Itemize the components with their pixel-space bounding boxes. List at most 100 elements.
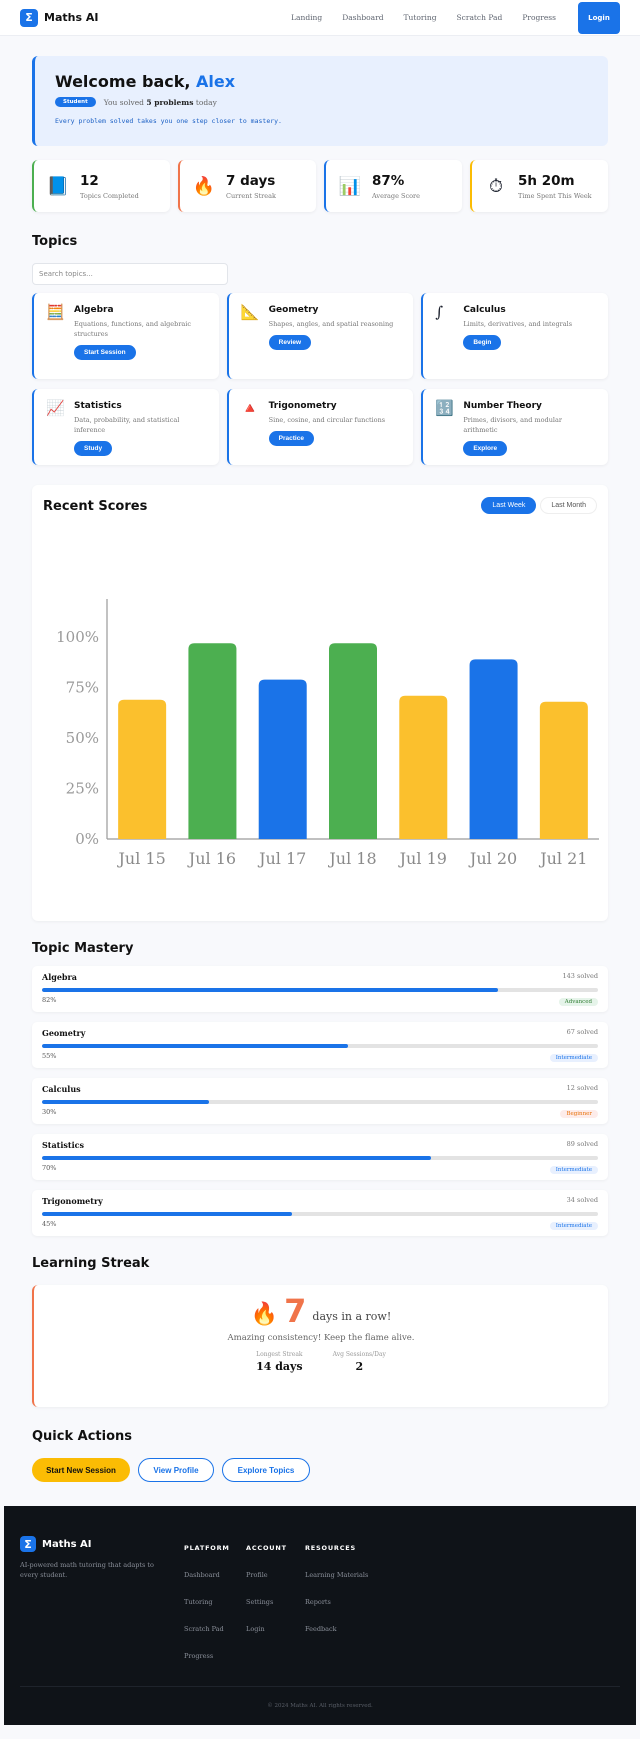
footer-description: AI-powered math tutoring that adapts to … <box>20 1561 154 1580</box>
footer-link-tutoring[interactable]: Tutoring <box>184 1598 213 1606</box>
topic-description: Data, probability, and statistical infer… <box>74 416 180 435</box>
topic-action-button[interactable]: Practice <box>268 431 314 447</box>
flame-icon: 🔥 <box>250 1302 279 1327</box>
explore-topics-button[interactable]: Explore Topics <box>222 1458 310 1482</box>
mastery-percent: 82% <box>42 996 57 1004</box>
y-tick-label: 100% <box>56 628 99 646</box>
solved-count: 5 problems <box>146 97 194 107</box>
nav-link-scratch-pad[interactable]: Scratch Pad <box>456 13 503 22</box>
main-nav: Landing Dashboard Tutoring Scratch Pad P… <box>271 1 620 34</box>
topic-description: Sine, cosine, and circular functions <box>268 416 386 424</box>
topic-action-button[interactable]: Begin <box>463 335 502 351</box>
nav-link-progress[interactable]: Progress <box>522 13 556 22</box>
x-tick-label: Jul 15 <box>117 849 166 868</box>
topic-action-button[interactable]: Start Session <box>74 345 136 361</box>
user-name: Alex <box>196 72 236 91</box>
mastery-topic-name: Statistics <box>42 1140 85 1150</box>
x-tick-label: Jul 17 <box>257 849 306 868</box>
topic-grid: 🧮 Algebra Equations, functions, and algebr… <box>32 293 608 465</box>
mastery-row: Calculus 12 solved 30% Beginner <box>32 1078 608 1124</box>
mastery-list: Algebra 143 solved 82% Advanced Geometry 67 s… <box>32 966 608 1236</box>
avg-sessions-value: 2 <box>355 1360 364 1373</box>
mastery-row: Geometry 67 solved 55% Intermediate <box>32 1022 608 1068</box>
topic-name: Geometry <box>268 305 319 315</box>
sigma-logo-icon: Σ <box>20 8 38 27</box>
longest-streak-label: Longest Streak <box>256 1351 303 1358</box>
nav-link-dashboard[interactable]: Dashboard <box>342 13 384 22</box>
mastery-level-badge: Advanced <box>558 998 598 1006</box>
stat-value: 5h 20m <box>518 172 575 189</box>
solved-prefix: You solved <box>103 97 144 107</box>
mastery-progress-bar <box>42 1044 598 1048</box>
triangle-ruler-icon: 📐 <box>240 303 260 321</box>
trend-chart-icon: 📈 <box>46 399 65 417</box>
topic-action-button[interactable]: Explore <box>463 441 508 457</box>
stat-card: ⏱ 5h 20m Time Spent This Week <box>470 160 608 212</box>
footer-link-reports[interactable]: Reports <box>305 1598 331 1606</box>
topic-name: Trigonometry <box>268 401 337 411</box>
red-triangle-icon: 🔺 <box>240 399 260 417</box>
x-tick-label: Jul 21 <box>538 849 587 868</box>
number-tiles-icon: 🔢 <box>435 399 455 417</box>
stat-label: Time Spent This Week <box>518 191 592 200</box>
score-bar <box>469 659 518 839</box>
mastery-progress-fill <box>42 1212 293 1216</box>
book-icon: 📘 <box>46 175 70 197</box>
footer-col-platform: PLATFORM Dashboard Tutoring Scratch Pad … <box>184 1544 230 1660</box>
streak-message: Amazing consistency! Keep the flame aliv… <box>227 1333 415 1343</box>
footer-col-title: RESOURCES <box>305 1544 357 1552</box>
integral-icon: ∫ <box>435 303 444 321</box>
topics-heading: Topics <box>32 234 78 249</box>
streak-card: 🔥 7 days in a row! Amazing consistency! … <box>32 1285 608 1407</box>
mastery-progress-fill <box>42 1156 432 1160</box>
score-bar <box>118 699 167 839</box>
mastery-solved-count: 34 solved <box>566 1196 598 1204</box>
footer-link-login[interactable]: Login <box>246 1625 265 1633</box>
footer-link-progress[interactable]: Progress <box>184 1652 214 1660</box>
footer-link-profile[interactable]: Profile <box>246 1571 268 1579</box>
topic-action-button[interactable]: Review <box>268 335 312 351</box>
scores-bar-chart: 0% 25% 50% 75% 100% Jul 15 Jul 16 Jul 17 Jul 18 J… <box>56 599 599 868</box>
topic-name: Calculus <box>463 305 506 315</box>
footer-col-account: ACCOUNT Profile Settings Login <box>246 1544 287 1633</box>
recent-scores-heading: Recent Scores <box>43 499 148 514</box>
role-badge: Student <box>55 97 96 107</box>
topic-card-number-theory: 🔢 Number Theory Primes, divisors, and modu… <box>421 389 608 465</box>
footer-link-dashboard[interactable]: Dashboard <box>184 1571 220 1579</box>
x-tick-label: Jul 19 <box>398 849 447 868</box>
mastery-progress-bar <box>42 988 598 992</box>
mastery-topic-name: Trigonometry <box>42 1196 103 1206</box>
topic-card-geometry: 📐 Geometry Shapes, angles, and spatial rea… <box>226 293 414 379</box>
mastery-row: Statistics 89 solved 70% Intermediate <box>32 1134 608 1180</box>
view-profile-button[interactable]: View Profile <box>138 1458 214 1482</box>
start-new-session-button[interactable]: Start New Session <box>32 1458 130 1482</box>
topic-action-button[interactable]: Study <box>74 441 113 457</box>
mastery-percent: 30% <box>42 1108 57 1116</box>
tab-last-month[interactable]: Last Month <box>540 497 597 514</box>
bar-chart-icon: 📊 <box>338 175 362 197</box>
mastery-progress-fill <box>42 1100 209 1104</box>
score-bar <box>539 701 588 839</box>
nav-link-tutoring[interactable]: Tutoring <box>403 13 437 22</box>
stat-label: Topics Completed <box>80 191 139 200</box>
streak-number: 7 <box>284 1292 307 1330</box>
greeting-text: Welcome back, <box>55 72 191 91</box>
mastery-solved-count: 89 solved <box>566 1140 598 1148</box>
mastery-progress-bar <box>42 1100 598 1104</box>
tab-last-week[interactable]: Last Week <box>481 497 537 514</box>
solved-suffix: today <box>195 97 217 107</box>
nav-link-landing[interactable]: Landing <box>291 13 323 22</box>
stat-label: Average Score <box>372 191 420 200</box>
login-button[interactable]: Login <box>578 1 620 34</box>
mastery-row: Algebra 143 solved 82% Advanced <box>32 966 608 1012</box>
footer-link-scratch-pad[interactable]: Scratch Pad <box>184 1625 224 1633</box>
topic-search-input[interactable] <box>32 263 228 285</box>
mastery-level-badge: Intermediate <box>549 1166 598 1174</box>
brand[interactable]: Σ Maths AI <box>20 8 98 27</box>
footer-link-feedback[interactable]: Feedback <box>305 1625 337 1633</box>
x-tick-label: Jul 16 <box>187 849 236 868</box>
footer-link-settings[interactable]: Settings <box>246 1598 274 1606</box>
footer-link-learning-materials[interactable]: Learning Materials <box>305 1571 369 1579</box>
streak-suffix: days in a row! <box>312 1310 392 1323</box>
topic-description: Equations, functions, and algebraic stru… <box>74 320 192 339</box>
